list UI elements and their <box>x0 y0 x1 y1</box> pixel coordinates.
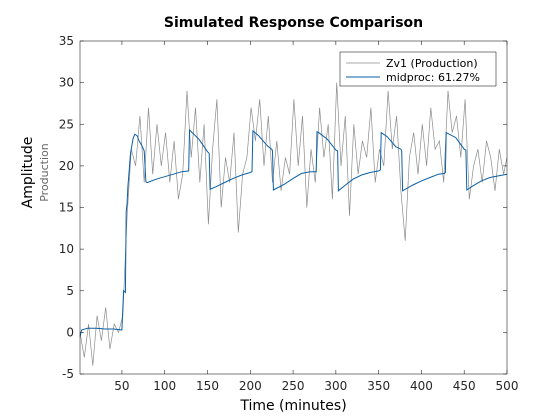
x-tick-label: 150 <box>196 379 219 393</box>
y-tick-label: 15 <box>59 201 74 215</box>
chart-title: Simulated Response Comparison <box>164 15 423 31</box>
y-tick-label: 35 <box>59 34 74 48</box>
x-tick-label: 300 <box>324 379 347 393</box>
x-tick-label: 400 <box>410 379 433 393</box>
y-tick-label: 25 <box>59 117 74 131</box>
x-tick-label: 100 <box>153 379 176 393</box>
y-tick-label: -5 <box>62 367 74 381</box>
x-tick-label: 200 <box>239 379 262 393</box>
legend[interactable]: Zv1 (Production)midproc: 61.27% <box>339 51 497 87</box>
x-tick-label: 250 <box>282 379 305 393</box>
series-line-measured <box>79 82 508 366</box>
series-line-simulated <box>79 129 508 337</box>
legend-box <box>339 51 497 87</box>
y-axis-label: Amplitude <box>20 137 36 209</box>
y-tick-label: 30 <box>59 76 74 90</box>
x-tick-label: 500 <box>496 379 519 393</box>
legend-entry-label: Zv1 (Production) <box>386 57 478 70</box>
y-tick-label: 5 <box>66 284 74 298</box>
x-tick-label: 50 <box>114 379 129 393</box>
y-axis-ticks: -5 0 5 10 15 20 25 30 35 <box>59 34 507 381</box>
series-layer <box>79 82 508 366</box>
y-axis-channel-label: Production <box>38 143 51 202</box>
y-tick-label: 20 <box>59 159 74 173</box>
y-tick-label: 10 <box>59 242 74 256</box>
x-axis-ticks: 50 100 150 200 250 300 350 400 450 500 <box>114 41 518 393</box>
y-tick-label: 0 <box>66 325 74 339</box>
x-tick-label: 450 <box>453 379 476 393</box>
legend-entry-label: midproc: 61.27% <box>386 71 480 84</box>
x-axis-label: Time (minutes) <box>239 398 346 414</box>
plot-area <box>80 41 507 374</box>
x-tick-label: 350 <box>367 379 390 393</box>
